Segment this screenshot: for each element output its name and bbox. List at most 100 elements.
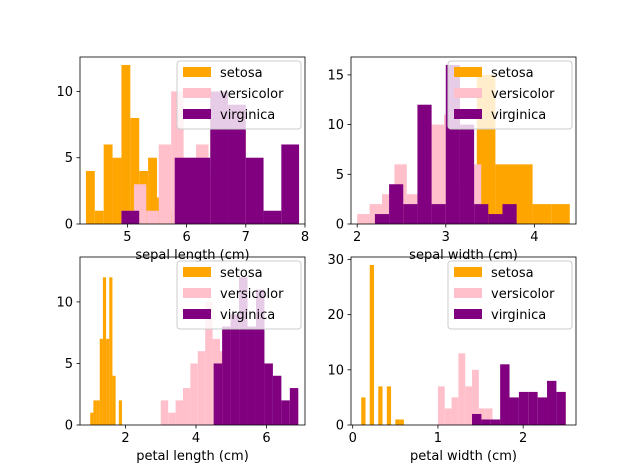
- legend-label-virginica: virginica: [220, 108, 275, 123]
- bar-virginica-3: [239, 277, 248, 425]
- x-tick-label: 2: [121, 431, 129, 446]
- bar-versicolor-4: [190, 363, 198, 425]
- bar-setosa-7: [148, 157, 157, 224]
- x-tick-label: 4: [192, 431, 200, 446]
- x-tick-label: 7: [242, 230, 250, 245]
- bar-virginica-1: [222, 326, 231, 425]
- bar-versicolor-1: [168, 412, 176, 425]
- bar-virginica-8: [263, 210, 282, 224]
- bar-virginica-8: [488, 214, 503, 224]
- legend-swatch-versicolor: [454, 88, 482, 98]
- series-virginica: [472, 364, 566, 425]
- axes-frame: [79, 56, 306, 225]
- bar-virginica-6: [528, 391, 538, 425]
- bar-virginica-0: [374, 214, 390, 224]
- x-tick-label: 6: [262, 431, 270, 446]
- bar-virginica-0: [213, 363, 223, 425]
- bar-versicolor-5: [472, 369, 479, 425]
- bar-versicolor-3: [458, 353, 466, 425]
- legend-swatch-versicolor: [183, 88, 211, 98]
- legend-label-setosa: setosa: [491, 66, 534, 81]
- bar-virginica-4: [431, 204, 446, 224]
- legend-swatch-versicolor: [183, 288, 211, 298]
- bar-virginica-3: [174, 157, 193, 224]
- bar-setosa-0: [361, 397, 366, 425]
- y-tick-label: 20: [327, 308, 344, 323]
- axes-frame: [350, 256, 577, 426]
- legend: setosa versicolor virginica: [447, 60, 573, 130]
- subplot-3: 2 4 6 0 5 10 petal length (cm) setosa versicolor…: [56, 256, 306, 464]
- y-tick-label: 5: [65, 151, 73, 166]
- legend-swatch-virginica: [183, 309, 211, 319]
- x-tick-label: 3: [442, 230, 450, 245]
- legend-swatch-virginica: [454, 309, 482, 319]
- x-tick-label: 5: [123, 230, 131, 245]
- legend-label-versicolor: versicolor: [220, 287, 284, 302]
- bar-virginica-0: [472, 413, 482, 425]
- bar-versicolor-6: [431, 124, 445, 224]
- legend-label-setosa: setosa: [220, 66, 263, 81]
- legend-swatch-setosa: [183, 67, 211, 77]
- bar-versicolor-2: [175, 400, 183, 425]
- legend-label-setosa: setosa: [220, 266, 263, 281]
- bar-virginica-8: [281, 400, 290, 425]
- bar-setosa-9: [551, 204, 570, 224]
- bar-versicolor-6: [205, 301, 213, 425]
- y-tick-label: 5: [336, 168, 344, 183]
- bar-setosa-0: [85, 170, 95, 224]
- legend: setosa versicolor virginica: [176, 60, 302, 130]
- y-tick-label: 10: [327, 363, 344, 378]
- bar-virginica-4: [192, 157, 211, 224]
- axes-frame: [79, 256, 306, 426]
- y-tick-label: 10: [56, 295, 73, 310]
- y-tick-label: 0: [336, 218, 344, 233]
- legend-swatch-versicolor: [454, 288, 482, 298]
- series-setosa: [90, 277, 122, 425]
- bar-virginica-9: [289, 388, 299, 425]
- y-tick-label: 10: [327, 118, 344, 133]
- bar-setosa-5: [130, 117, 140, 224]
- bar-versicolor-1: [444, 408, 452, 425]
- x-axis-label: sepal width (cm): [409, 248, 518, 263]
- bar-setosa-9: [118, 400, 122, 425]
- legend-label-setosa: setosa: [491, 266, 534, 281]
- bar-virginica-1: [481, 419, 491, 425]
- bar-setosa-6: [109, 277, 113, 425]
- x-axis-label: sepal length (cm): [135, 248, 249, 263]
- bar-versicolor-6: [478, 408, 486, 425]
- bar-setosa-6: [386, 386, 392, 425]
- y-tick-label: 10: [56, 85, 73, 100]
- legend-swatch-virginica: [183, 109, 211, 119]
- bar-versicolor-0: [437, 386, 445, 425]
- y-tick-label: 15: [327, 68, 344, 83]
- x-tick-label: 4: [530, 230, 538, 245]
- bar-virginica-7: [272, 375, 282, 425]
- bar-versicolor-7: [485, 408, 493, 425]
- bar-virginica-3: [417, 104, 432, 224]
- bar-versicolor-0: [357, 214, 370, 224]
- bar-virginica-2: [230, 314, 240, 425]
- bar-virginica-6: [264, 363, 273, 425]
- bar-setosa-0: [90, 412, 94, 425]
- y-tick-label: 0: [65, 419, 73, 434]
- x-tick-label: 2: [519, 431, 527, 446]
- bar-setosa-8: [532, 204, 552, 224]
- bar-setosa-7: [112, 375, 116, 425]
- x-tick-label: 0: [349, 431, 357, 446]
- bar-versicolor-5: [197, 351, 206, 425]
- legend-label-versicolor: versicolor: [491, 87, 555, 102]
- subplot-2: 2 3 4 0 5 10 15 sepal width (cm) setosa versicolo…: [327, 56, 577, 263]
- bar-setosa-9: [399, 419, 404, 425]
- bar-setosa-4: [102, 277, 107, 425]
- bar-virginica-4: [247, 326, 256, 425]
- bar-setosa-2: [96, 400, 100, 425]
- bar-setosa-3: [112, 157, 122, 224]
- y-tick-label: 0: [65, 218, 73, 233]
- subplot-1: 5 6 7 8 0 5 10 sepal length (cm) setosa versicolo…: [56, 56, 309, 263]
- legend: setosa versicolor virginica: [176, 260, 302, 330]
- bar-virginica-7: [245, 157, 264, 224]
- x-tick-label: 2: [353, 230, 361, 245]
- bar-setosa-1: [94, 210, 104, 224]
- legend-label-virginica: virginica: [491, 108, 546, 123]
